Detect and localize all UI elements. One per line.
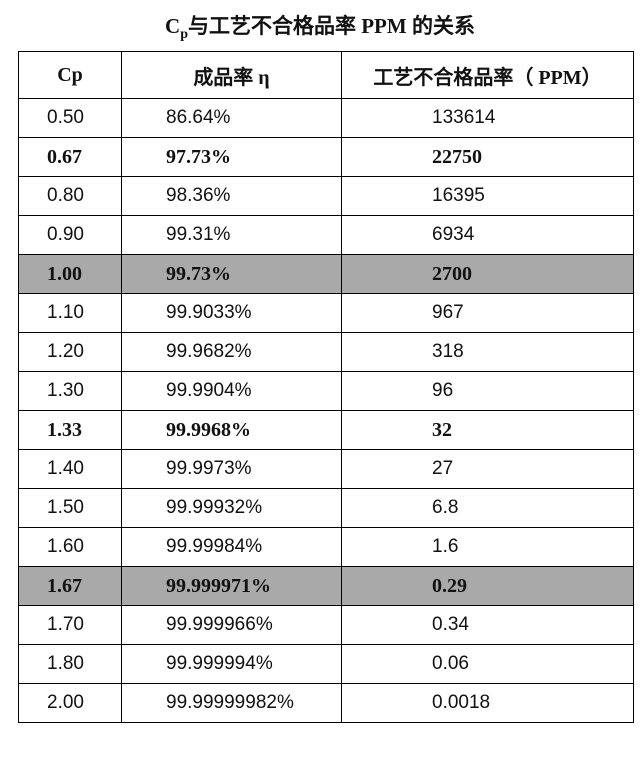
cp-cell: 1.00 bbox=[18, 254, 122, 294]
table-row: 1.33 99.9968% 32 bbox=[18, 410, 634, 450]
ppm-cell: 6934 bbox=[341, 215, 634, 255]
cp-cell: 1.80 bbox=[18, 644, 122, 684]
ppm-cell: 32 bbox=[341, 410, 634, 450]
cp-cell: 1.30 bbox=[18, 371, 122, 411]
table-row: 1.30 99.9904% 96 bbox=[18, 371, 634, 411]
yield-cell: 99.9682% bbox=[121, 332, 342, 372]
cp-cell: 1.60 bbox=[18, 527, 122, 567]
table-row: 1.67 99.999971% 0.29 bbox=[18, 566, 634, 606]
ppm-cell: 96 bbox=[341, 371, 634, 411]
page-title: Cp与工艺不合格品率 PPM 的关系 bbox=[0, 6, 640, 46]
cp-cell: 0.90 bbox=[18, 215, 122, 255]
table-row: 1.00 99.73% 2700 bbox=[18, 254, 634, 294]
cp-cell: 0.80 bbox=[18, 176, 122, 216]
title-subscript: p bbox=[180, 27, 188, 42]
ppm-cell: 6.8 bbox=[341, 488, 634, 528]
table-header-row: Cp 成品率 η 工艺不合格品率（ PPM） bbox=[18, 51, 634, 99]
yield-cell: 99.99984% bbox=[121, 527, 342, 567]
table-row: 1.40 99.9973% 27 bbox=[18, 449, 634, 489]
cp-ppm-table: Cp 成品率 η 工艺不合格品率（ PPM） 0.50 86.64% 133614 0… bbox=[18, 51, 634, 723]
ppm-cell: 22750 bbox=[341, 137, 634, 177]
cp-cell: 1.67 bbox=[18, 566, 122, 606]
yield-cell: 99.31% bbox=[121, 215, 342, 255]
cp-cell: 1.70 bbox=[18, 605, 122, 645]
cp-cell: 2.00 bbox=[18, 683, 122, 723]
yield-cell: 99.99932% bbox=[121, 488, 342, 528]
table-row: 0.80 98.36% 16395 bbox=[18, 176, 634, 216]
ppm-cell: 967 bbox=[341, 293, 634, 333]
yield-cell: 97.73% bbox=[121, 137, 342, 177]
table-row: 0.90 99.31% 6934 bbox=[18, 215, 634, 255]
cp-cell: 0.50 bbox=[18, 98, 122, 138]
column-header-ppm: 工艺不合格品率（ PPM） bbox=[341, 51, 634, 99]
yield-cell: 99.99999982% bbox=[121, 683, 342, 723]
yield-cell: 86.64% bbox=[121, 98, 342, 138]
column-header-cp: Cp bbox=[18, 51, 122, 99]
cp-cell: 1.50 bbox=[18, 488, 122, 528]
cp-cell: 1.40 bbox=[18, 449, 122, 489]
table-body: 0.50 86.64% 133614 0.67 97.73% 22750 0.80 98.36… bbox=[18, 98, 634, 723]
column-header-yield: 成品率 η bbox=[121, 51, 342, 99]
cp-cell: 1.10 bbox=[18, 293, 122, 333]
yield-cell: 99.73% bbox=[121, 254, 342, 294]
table-row: 0.50 86.64% 133614 bbox=[18, 98, 634, 138]
yield-cell: 99.9904% bbox=[121, 371, 342, 411]
yield-cell: 99.999994% bbox=[121, 644, 342, 684]
yield-cell: 99.999971% bbox=[121, 566, 342, 606]
ppm-cell: 318 bbox=[341, 332, 634, 372]
ppm-cell: 133614 bbox=[341, 98, 634, 138]
title-prefix: C bbox=[165, 14, 181, 38]
cp-cell: 1.20 bbox=[18, 332, 122, 372]
table-row: 1.60 99.99984% 1.6 bbox=[18, 527, 634, 567]
table-row: 1.70 99.999966% 0.34 bbox=[18, 605, 634, 645]
cp-cell: 0.67 bbox=[18, 137, 122, 177]
table-row: 1.10 99.9033% 967 bbox=[18, 293, 634, 333]
ppm-cell: 0.29 bbox=[341, 566, 634, 606]
title-rest: 与工艺不合格品率 PPM 的关系 bbox=[187, 14, 475, 38]
yield-cell: 99.9968% bbox=[121, 410, 342, 450]
ppm-cell: 2700 bbox=[341, 254, 634, 294]
ppm-cell: 1.6 bbox=[341, 527, 634, 567]
cp-cell: 1.33 bbox=[18, 410, 122, 450]
ppm-cell: 0.0018 bbox=[341, 683, 634, 723]
yield-cell: 99.999966% bbox=[121, 605, 342, 645]
yield-cell: 98.36% bbox=[121, 176, 342, 216]
table-row: 1.50 99.99932% 6.8 bbox=[18, 488, 634, 528]
ppm-cell: 0.34 bbox=[341, 605, 634, 645]
yield-cell: 99.9973% bbox=[121, 449, 342, 489]
table-row: 1.20 99.9682% 318 bbox=[18, 332, 634, 372]
table-row: 1.80 99.999994% 0.06 bbox=[18, 644, 634, 684]
table-row: 2.00 99.99999982% 0.0018 bbox=[18, 683, 634, 723]
table-row: 0.67 97.73% 22750 bbox=[18, 137, 634, 177]
ppm-cell: 16395 bbox=[341, 176, 634, 216]
yield-cell: 99.9033% bbox=[121, 293, 342, 333]
ppm-cell: 0.06 bbox=[341, 644, 634, 684]
ppm-cell: 27 bbox=[341, 449, 634, 489]
